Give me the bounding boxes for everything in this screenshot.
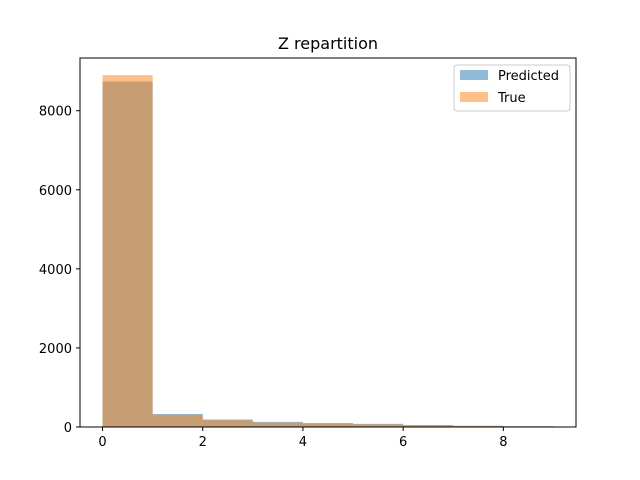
x-tick-label: 8 xyxy=(499,435,507,450)
legend-swatch-true xyxy=(460,92,488,102)
legend-swatch-predicted xyxy=(460,70,488,80)
x-axis: 0 2 4 6 8 xyxy=(98,427,507,450)
y-tick-label: 6000 xyxy=(39,184,72,199)
x-tick-label: 4 xyxy=(299,435,307,450)
y-tick-label: 2000 xyxy=(39,342,72,357)
bar-true-0 xyxy=(102,75,153,427)
legend: Predicted True xyxy=(453,64,571,112)
y-tick-label: 4000 xyxy=(39,263,72,278)
y-tick-label: 8000 xyxy=(39,105,72,120)
y-axis: 0 2000 4000 6000 8000 xyxy=(39,105,80,436)
bar-true-1 xyxy=(152,414,203,427)
bar-true-5 xyxy=(353,424,404,427)
legend-label-true: True xyxy=(497,91,526,106)
x-tick-label: 6 xyxy=(399,435,407,450)
x-tick-label: 2 xyxy=(199,435,207,450)
chart-title: Z repartition xyxy=(278,34,378,53)
bar-true-4 xyxy=(302,423,354,427)
plot-frame xyxy=(79,57,577,428)
bar-true-2 xyxy=(202,420,253,427)
bar-true-6 xyxy=(403,425,454,427)
y-tick-label: 0 xyxy=(64,421,72,436)
x-tick-label: 0 xyxy=(98,435,106,450)
bar-true-3 xyxy=(252,422,303,427)
legend-label-predicted: Predicted xyxy=(498,69,559,84)
bars-group xyxy=(102,75,554,427)
